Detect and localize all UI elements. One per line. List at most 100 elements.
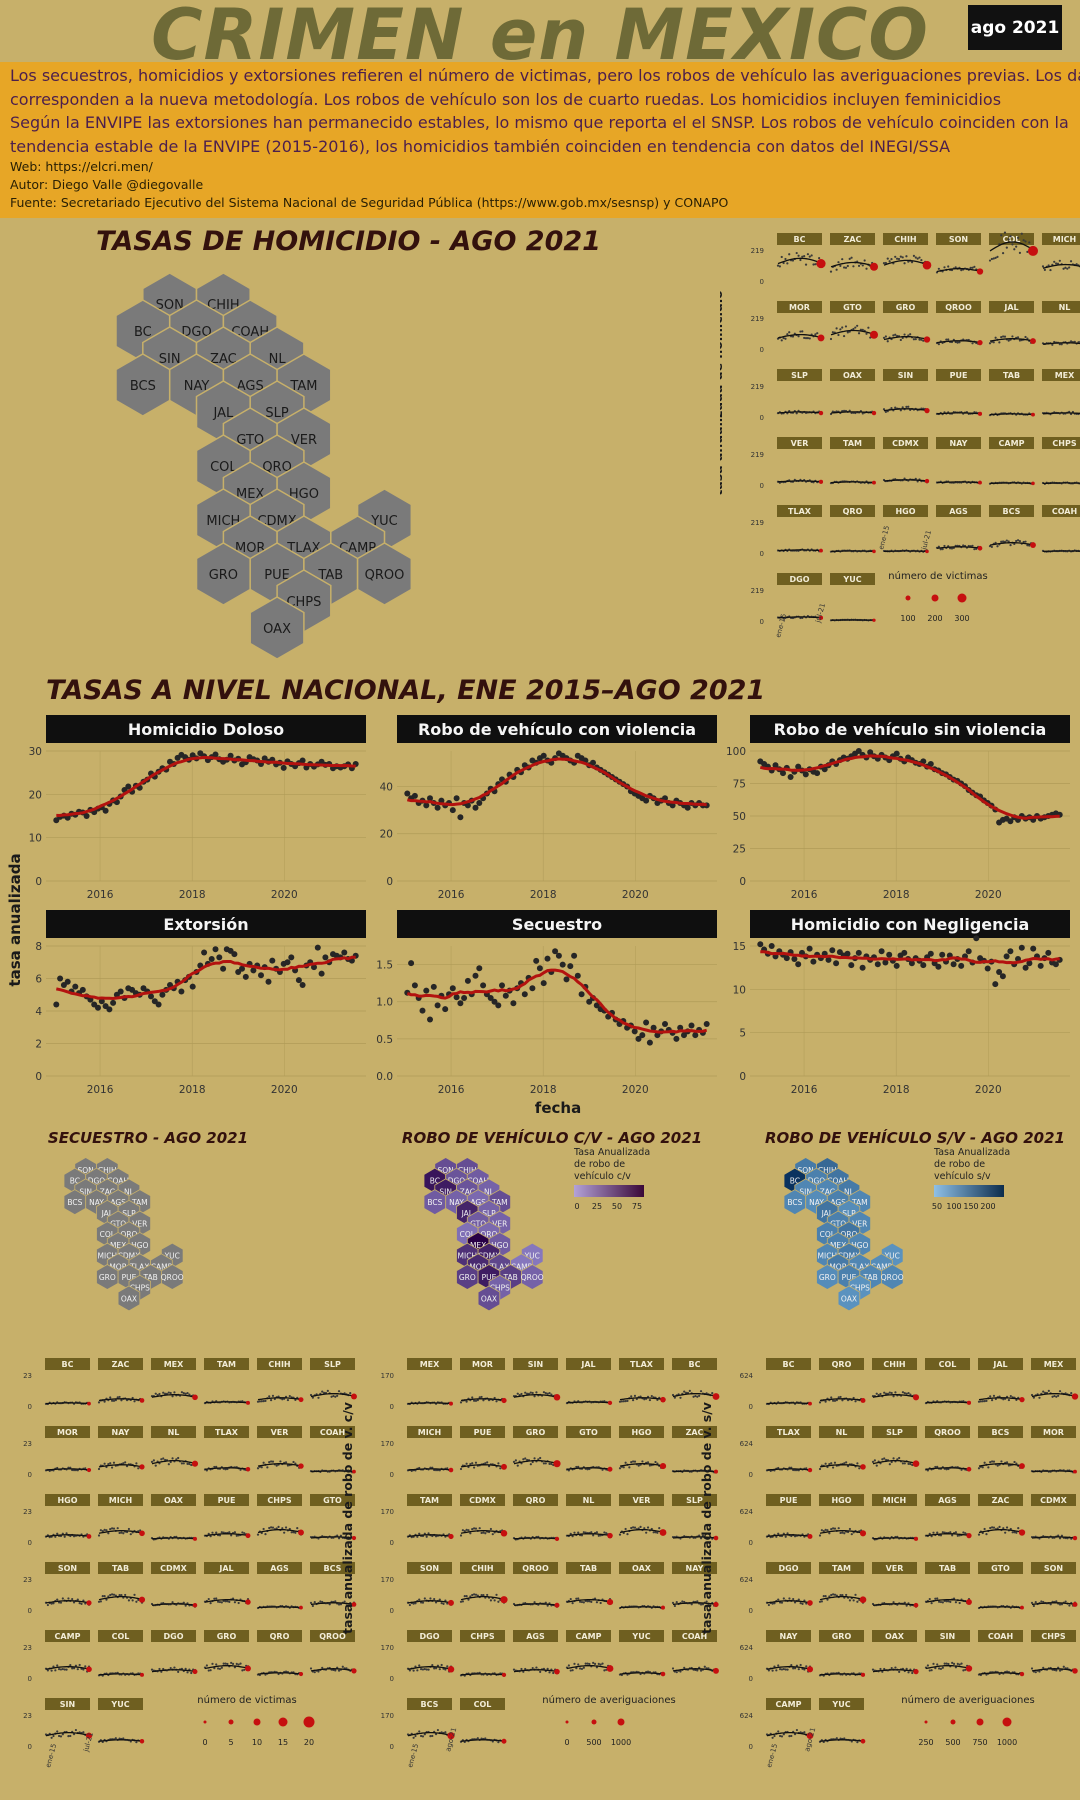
hex-label: VER [132,1220,147,1229]
national-chart-2: Robo de vehículo sin violencia0255075100… [726,715,1070,901]
web-link[interactable]: Web: https://elcri.men/ [10,159,153,174]
data-point [778,1734,782,1738]
y-min-label: 0 [390,1403,394,1411]
data-point [1028,544,1031,547]
hex-label: JAL [461,1209,474,1218]
y-tick-label: 1.5 [376,960,393,972]
strip-label: TAB [1003,371,1020,380]
data-point [630,1526,633,1530]
data-point [788,253,791,256]
data-point [59,1601,63,1604]
data-point [950,547,954,550]
data-point [1042,1600,1045,1604]
data-point [871,1668,875,1671]
data-point [852,327,855,331]
strip-label: SLP [886,1428,903,1437]
y-tick-label: 0 [35,876,42,888]
latest-point [501,1672,507,1677]
data-point [907,1462,910,1465]
data-point [582,1601,585,1604]
y-max-label: 23 [23,1508,32,1516]
data-point [845,1461,848,1464]
data-point [262,1527,265,1531]
strip [1031,1358,1076,1370]
data-point [1066,267,1069,270]
data-point [1020,232,1023,235]
data-point [901,1462,905,1465]
data-point [928,1532,931,1535]
data-point [1015,1462,1018,1465]
y-max-label: 219 [751,315,764,323]
data-point [971,266,974,269]
trend-line [406,968,708,1034]
hex-label: CAMP [871,1262,893,1271]
latest-point [501,1463,507,1470]
data-point [321,1666,324,1669]
data-point [122,1532,125,1535]
data-point [854,1400,857,1403]
data-point [216,1667,220,1670]
data-point [850,1740,853,1743]
data-point [671,1601,675,1604]
strip-label: BC [783,1360,795,1369]
data-point [1024,540,1027,543]
data-point [326,1389,329,1392]
hex-label: VER [291,433,317,448]
data-point [643,1019,650,1026]
data-point [842,266,846,269]
data-point [656,1531,659,1534]
strip [151,1426,196,1438]
national-ylabel: tasa anualizada [6,853,24,986]
data-point [1002,1527,1005,1530]
data-point [956,1662,959,1665]
hex-label: QRO [840,1230,857,1239]
data-point [996,545,999,548]
data-point [103,1594,106,1598]
data-point [814,770,821,777]
data-point [152,1459,155,1462]
data-point [294,1462,297,1465]
latest-point [714,1469,718,1474]
data-point [171,1601,174,1604]
y-tick-label: 15 [733,941,746,953]
hex-label: DGO [88,1177,106,1186]
strip-label: TLAX [215,1428,239,1437]
latest-point [449,1401,453,1406]
data-point [637,1464,640,1467]
data-point [233,1531,237,1534]
strip [566,1358,611,1370]
data-point [886,257,889,260]
strip-label: AGS [526,1632,545,1641]
strip-label: YUC [110,1700,129,1709]
small-multiple-coah: COAH [1041,505,1080,553]
latest-point [966,1599,972,1605]
data-point [101,1530,104,1533]
small-multiple-ags: AGS [512,1630,560,1675]
data-point [950,961,957,968]
y-min-label: 0 [749,1743,753,1751]
data-point [830,1396,833,1399]
latest-point [1072,1535,1078,1541]
small-multiple-mex: MEX [150,1358,198,1401]
data-point [586,1468,589,1471]
data-point [227,752,234,759]
data-point [679,1396,682,1399]
data-point [797,335,800,338]
trend-line [978,1606,1023,1609]
trend-line [978,1528,1023,1534]
chart-title: Robo de vehículo sin violencia [774,720,1047,739]
strip [672,1630,717,1642]
data-point [189,983,196,990]
y-max-label: 219 [751,519,764,527]
data-point [690,1603,693,1606]
strip-label: MICH [1053,235,1077,244]
data-point [941,1666,944,1669]
data-point [334,1600,337,1603]
latest-point [1030,542,1036,548]
info-line: tendencia estable de la ENVIPE (2015-201… [10,137,951,156]
data-point [184,1392,187,1395]
trend-line [460,1595,505,1601]
data-point [1001,251,1005,255]
